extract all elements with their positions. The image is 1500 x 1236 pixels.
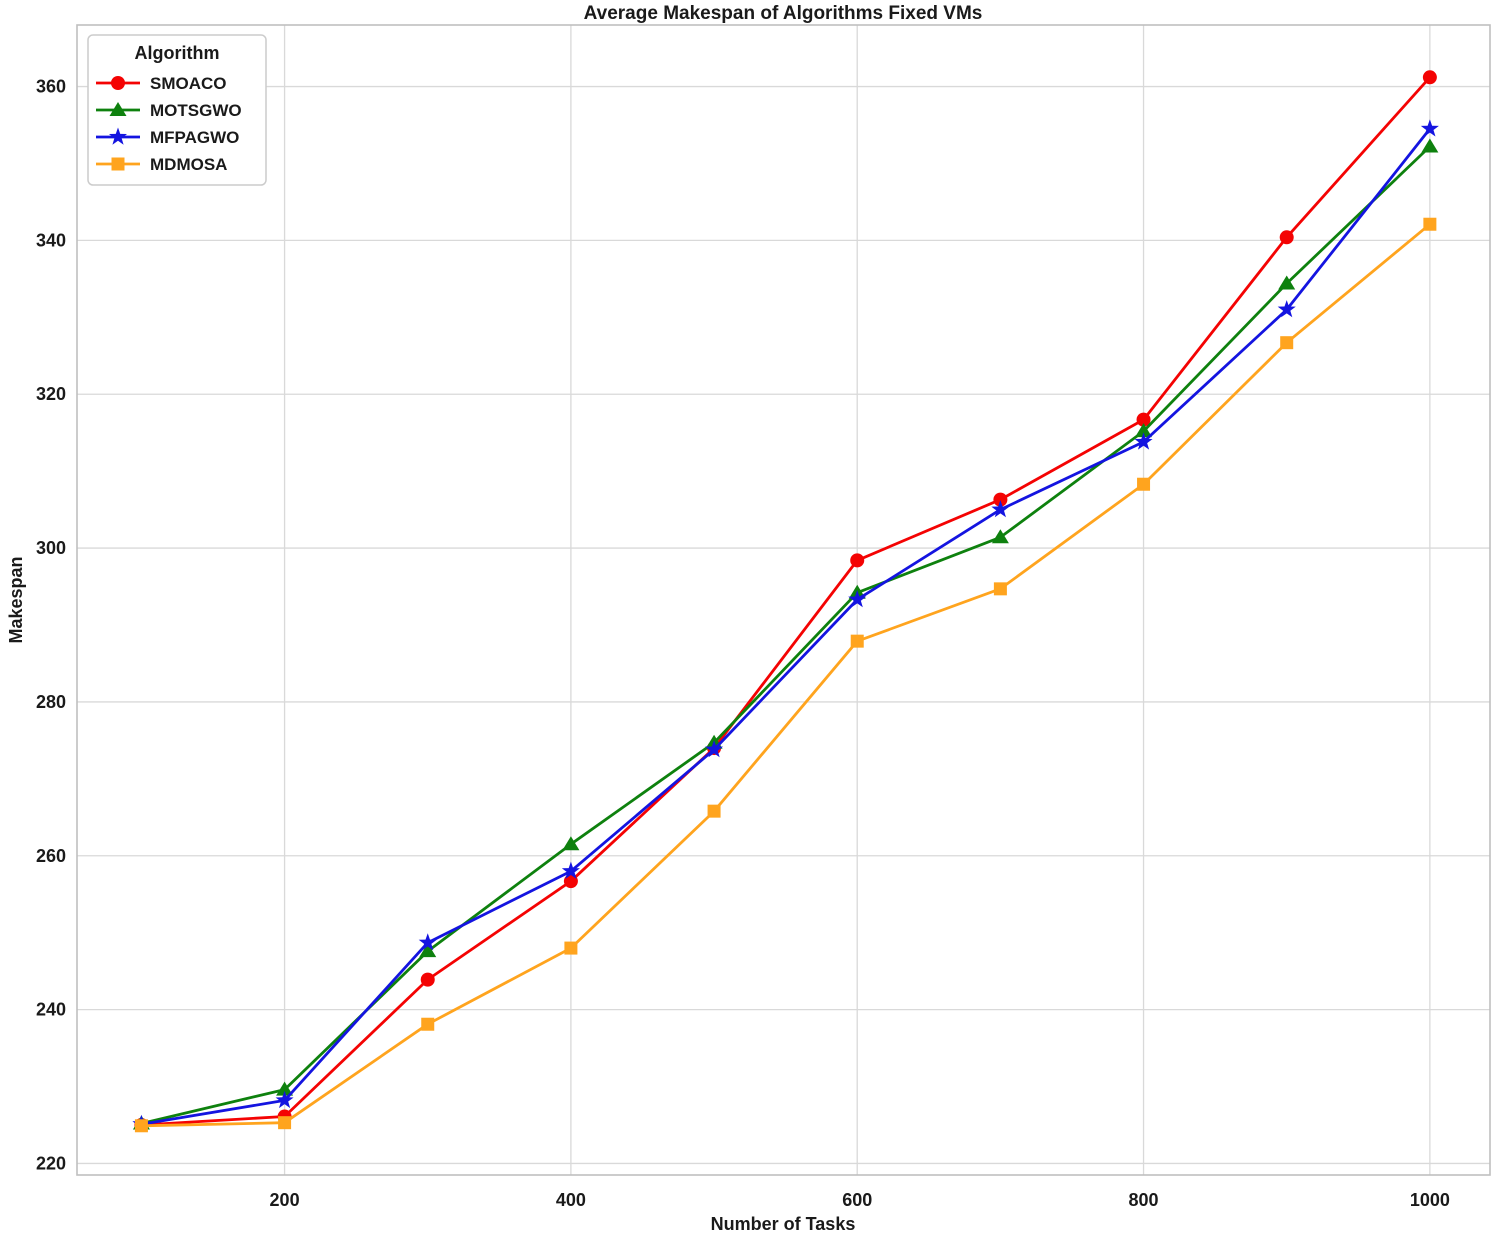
star-marker-MFPAGWO (991, 500, 1010, 518)
y-tick-label: 340 (36, 230, 66, 250)
series-line-MFPAGWO (141, 127, 1431, 1126)
circle-marker-SMOACO (1422, 70, 1437, 85)
chart-title: Average Makespan of Algorithms Fixed VMs (584, 3, 983, 24)
star-marker-MFPAGWO (275, 1090, 294, 1109)
x-tick-label: 1000 (1410, 1190, 1450, 1210)
square-marker-MDMOSA (421, 1017, 435, 1031)
circle-marker-SMOACO (850, 553, 865, 568)
legend-entry-label: SMOACO (150, 74, 227, 93)
circle-marker-SMOACO (563, 874, 578, 889)
y-tick-label: 220 (36, 1153, 66, 1173)
circle-marker-SMOACO (1279, 230, 1294, 245)
square-marker-MDMOSA (564, 941, 578, 955)
triangle-marker-MOTSGWO (562, 836, 580, 851)
y-tick-label: 260 (36, 846, 66, 866)
y-axis-label: Makespan (6, 556, 26, 643)
square-marker-legend-MDMOSA (111, 157, 125, 171)
triangle-marker-MOTSGWO (419, 943, 437, 958)
legend-title: Algorithm (135, 43, 220, 63)
star-marker-MFPAGWO (1277, 300, 1296, 318)
circle-marker-SMOACO (420, 972, 435, 987)
y-tick-label: 280 (36, 692, 66, 712)
legend-entry-label: MOTSGWO (150, 101, 242, 120)
star-marker-MFPAGWO (848, 590, 867, 608)
legend-entry-label: MFPAGWO (150, 128, 239, 147)
triangle-marker-legend-MOTSGWO (109, 102, 127, 116)
star-marker-MFPAGWO (1420, 119, 1439, 137)
y-tick-label: 320 (36, 384, 66, 404)
square-marker-MDMOSA (993, 582, 1007, 596)
y-tick-label: 360 (36, 77, 66, 97)
square-marker-MDMOSA (1423, 217, 1437, 231)
star-marker-MFPAGWO (418, 933, 437, 951)
legend-box (87, 34, 267, 186)
x-tick-label: 400 (556, 1190, 586, 1210)
x-axis-label: Number of Tasks (711, 1214, 856, 1234)
square-marker-MDMOSA (134, 1119, 148, 1133)
star-marker-MFPAGWO (561, 861, 580, 879)
plot-border (76, 24, 1491, 1176)
x-tick-label: 800 (1129, 1190, 1159, 1210)
square-marker-MDMOSA (850, 634, 864, 648)
series-line-MDMOSA (141, 223, 1431, 1128)
circle-marker-legend-SMOACO (111, 76, 125, 90)
square-marker-MDMOSA (1280, 336, 1294, 350)
triangle-marker-MOTSGWO (991, 529, 1009, 544)
square-marker-MDMOSA (707, 804, 721, 818)
y-tick-label: 240 (36, 1000, 66, 1020)
x-tick-label: 600 (842, 1190, 872, 1210)
square-marker-MDMOSA (1137, 477, 1151, 491)
x-tick-label: 200 (270, 1190, 300, 1210)
star-marker-legend-MFPAGWO (108, 127, 128, 145)
series-line-SMOACO (141, 76, 1431, 1127)
triangle-marker-MOTSGWO (1278, 275, 1296, 290)
legend-entry-label: MDMOSA (150, 155, 227, 174)
triangle-marker-MOTSGWO (1421, 138, 1439, 153)
circle-marker-SMOACO (1136, 412, 1151, 427)
square-marker-MDMOSA (278, 1116, 292, 1130)
circle-marker-SMOACO (993, 492, 1008, 507)
star-marker-MFPAGWO (1134, 432, 1153, 450)
triangle-marker-MOTSGWO (1135, 423, 1153, 438)
triangle-marker-MOTSGWO (276, 1081, 294, 1096)
star-marker-MFPAGWO (705, 740, 724, 758)
y-tick-label: 300 (36, 538, 66, 558)
series-line-MOTSGWO (141, 145, 1431, 1125)
